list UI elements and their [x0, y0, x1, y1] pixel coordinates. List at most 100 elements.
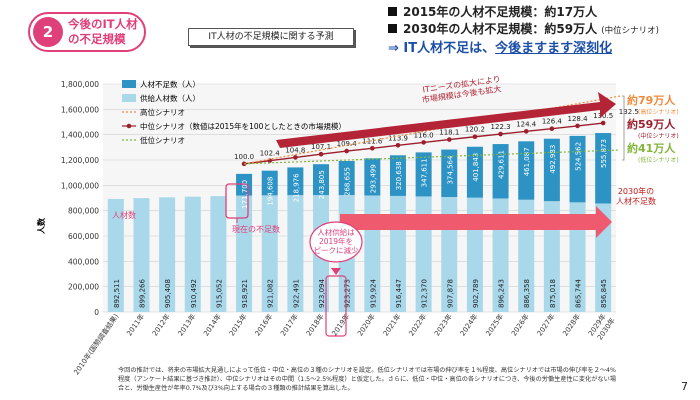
y-tick-label: 1,000,000 [61, 181, 99, 190]
x-tick-label: 2019年 [330, 312, 352, 338]
x-tick-label: 2021年 [381, 312, 403, 338]
shortage-bar [595, 133, 612, 204]
supply-value-label: 921,082 [267, 279, 275, 308]
supply-value-label: 905,408 [164, 279, 172, 308]
mid-scenario-point [318, 151, 324, 157]
index-value-label: 120.2 [465, 126, 485, 134]
mid-scenario-point [293, 155, 298, 160]
peak-note-line: ピークに減少 [314, 245, 359, 255]
peak-highlight-box [325, 275, 347, 337]
index-value-label: 126.4 [542, 118, 563, 126]
section-title: 今後のIT人材 の不足規模 [68, 17, 146, 47]
supply-value-label: 912,370 [421, 279, 429, 308]
x-tick-label: 2025年 [484, 312, 506, 338]
mid-scenario-value: 約59万人 [627, 117, 676, 131]
x-tick-label: 2017年 [278, 312, 300, 338]
x-tick-label: 2015年 [227, 312, 249, 338]
y-tick-label: 400,000 [68, 257, 99, 266]
shortage-2030-label: 2030年の [618, 186, 654, 196]
section-number: 2 [33, 17, 63, 47]
high-scenario-value: 約79万人 [627, 93, 676, 107]
summary-line3: ⇒ IT人材不足は、今後ますます深刻化 [388, 41, 613, 56]
peak-note-line: 2019年を [319, 236, 353, 246]
shortage-bar [441, 149, 458, 198]
supply-value-label: 922,491 [292, 279, 300, 308]
supply-bar [210, 196, 227, 312]
index-value-label: 130.5 [593, 112, 613, 120]
supply-value-label: 896,243 [498, 279, 506, 308]
summary-line1: 2015年の人材不足規模：約17万人 [388, 4, 659, 21]
shortage-bar [518, 141, 535, 200]
index-value-label: 122.3 [491, 123, 511, 131]
y-tick-label: 600,000 [68, 232, 99, 241]
supply-value-label: 886,358 [523, 279, 531, 308]
supply-bar-label: 人材数 [112, 210, 136, 220]
supply-bar [287, 195, 304, 312]
y-tick-label: 1,600,000 [61, 105, 99, 114]
section-title-line2: の不足規模 [68, 32, 126, 46]
supply-value-label: 899,266 [138, 279, 146, 308]
supply-value-label: 865,744 [575, 279, 583, 308]
shortage-bar [466, 146, 483, 198]
y-tick-label: 200,000 [68, 283, 99, 292]
legend-label-supply: 供給人材数（人） [140, 93, 200, 103]
legend-swatch-mid-dot [126, 123, 132, 129]
shortage-growth-arrow [340, 206, 612, 238]
legend-label-low: 低位シナリオ [140, 135, 185, 145]
index-value-label: 107.1 [311, 143, 331, 151]
supply-value-label: 919,924 [369, 279, 377, 308]
x-tick-label: 2024年 [458, 312, 480, 338]
x-tick-label: 2023年 [432, 312, 454, 338]
supply-bar [184, 196, 201, 312]
shortage-bar [261, 170, 278, 196]
index-value-label: 111.6 [362, 137, 383, 145]
peak-note-line: 人材供給は [317, 227, 355, 237]
summary-line2: 2030年の人材不足規模：約59万人 (中位シナリオ) [388, 21, 659, 40]
supply-bar [261, 195, 278, 312]
y-tick-label: 0 [94, 308, 99, 317]
shortage-value-label: 268,655 [344, 167, 352, 196]
shortage-value-label: 320,638 [395, 161, 403, 190]
x-tick-label: 2022年 [407, 312, 429, 338]
y-tick-label: 800,000 [68, 207, 99, 216]
chart-title: IT人材の不足規模に関する予測 [188, 28, 354, 46]
mid-scenario-point [498, 131, 503, 137]
x-tick-label: 2018年 [304, 312, 326, 338]
mid-scenario-point [395, 143, 401, 148]
shortage-bar [313, 164, 330, 196]
page-number: 7 [681, 380, 688, 393]
x-tick-label: 2014年 [201, 312, 223, 338]
x-tick-label: 2010年(国勢調査結果) [72, 312, 121, 377]
supply-bar [107, 198, 124, 312]
supply-bar [159, 197, 176, 312]
x-tick-label: 2028年 [561, 312, 583, 338]
x-tick-label: 2013年 [176, 312, 198, 338]
y-tick-label: 1,200,000 [61, 156, 99, 165]
shortage-bar [338, 161, 355, 196]
shortage-value-label: 243,805 [318, 170, 326, 199]
supply-value-label: 923,094 [318, 279, 326, 308]
plot-area [103, 84, 616, 312]
shortage-value-label: 429,611 [498, 150, 506, 179]
shortage-value-label: 293,499 [369, 164, 377, 193]
mid-scenario-point [549, 126, 555, 132]
shortage-value-label: 461,087 [523, 147, 531, 176]
shortage-value-label: 218,976 [292, 173, 300, 202]
supply-value-label: 902,789 [472, 279, 480, 308]
y-axis-label: 人数 [36, 217, 46, 234]
section-title-line1: 今後のIT人材 [68, 17, 138, 31]
shortage-value-label: 492,983 [549, 145, 557, 174]
index-value-label: 124.4 [516, 120, 537, 128]
market-growth-arrow [276, 92, 616, 148]
current-shortage-label: 現在の不足数 [232, 224, 280, 234]
supply-value-label: 916,447 [395, 279, 403, 308]
shortage-value-label: 194,608 [267, 177, 275, 206]
index-value-label: 132.5 [619, 108, 639, 116]
index-value-label: 102.4 [260, 150, 281, 158]
mid-scenario-point [421, 140, 426, 145]
peak-arrow-icon [331, 268, 341, 275]
supply-value-label: 910,492 [190, 279, 198, 308]
index-value-label: 128.4 [568, 115, 589, 123]
shortage-bar [543, 138, 560, 202]
